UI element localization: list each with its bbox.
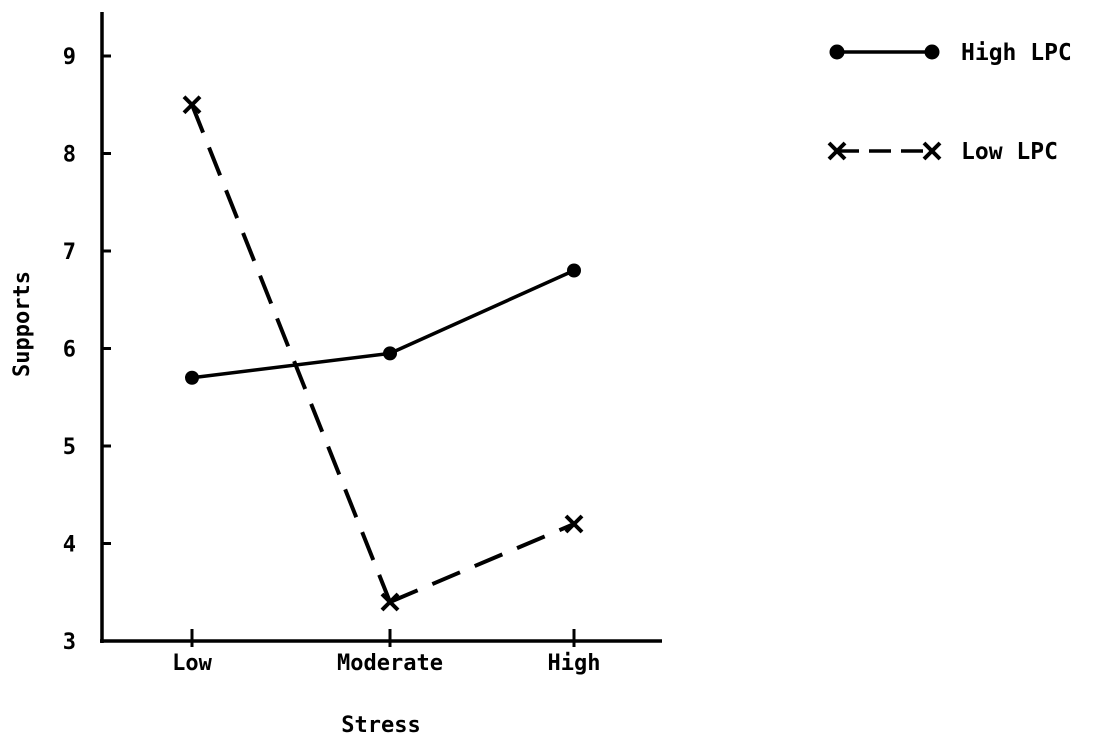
- series-segment: [389, 522, 575, 604]
- x-ticks: Low Moderate High: [172, 629, 600, 676]
- data-point: [567, 263, 581, 278]
- axes: [100, 12, 662, 643]
- y-tick-label: 7: [63, 240, 76, 265]
- legend-marker: [922, 141, 942, 161]
- data-point: [380, 592, 400, 612]
- series: [182, 95, 584, 612]
- y-tick-label: 8: [63, 143, 76, 168]
- y-tick-label: 6: [63, 338, 76, 363]
- x-marker-stroke: [380, 592, 400, 612]
- legend: High LPC Low LPC: [827, 40, 1072, 165]
- legend-label: Low LPC: [961, 139, 1058, 165]
- series-segment: [191, 351, 391, 380]
- series-low-lpc: [182, 95, 584, 612]
- y-tick-label: 3: [63, 630, 76, 655]
- x-marker-stroke: [182, 95, 202, 115]
- y-ticks: 3 4 5 6 7 8 9: [63, 45, 111, 655]
- series-segment: [389, 268, 575, 355]
- y-tick-label: 5: [63, 435, 76, 460]
- x-tick-label: High: [548, 651, 601, 676]
- series-segment: [190, 104, 392, 603]
- legend-item: High LPC: [829, 40, 1072, 66]
- y-tick-label: 9: [63, 45, 76, 70]
- data-point: [383, 346, 397, 361]
- y-tick-label: 4: [63, 533, 76, 558]
- data-point: [182, 95, 202, 115]
- data-point: [564, 514, 584, 534]
- x-axis-title: Stress: [341, 713, 420, 738]
- legend-marker: [924, 44, 940, 60]
- series-high-lpc: [185, 263, 581, 385]
- x-tick-label: Moderate: [337, 651, 443, 676]
- legend-label: High LPC: [961, 40, 1072, 66]
- y-axis-title: Supports: [10, 271, 35, 377]
- legend-item: Low LPC: [827, 139, 1058, 165]
- data-point: [185, 370, 199, 385]
- legend-marker: [827, 141, 847, 161]
- x-marker-stroke: [564, 514, 584, 534]
- legend-marker: [829, 44, 845, 60]
- x-tick-label: Low: [172, 651, 212, 676]
